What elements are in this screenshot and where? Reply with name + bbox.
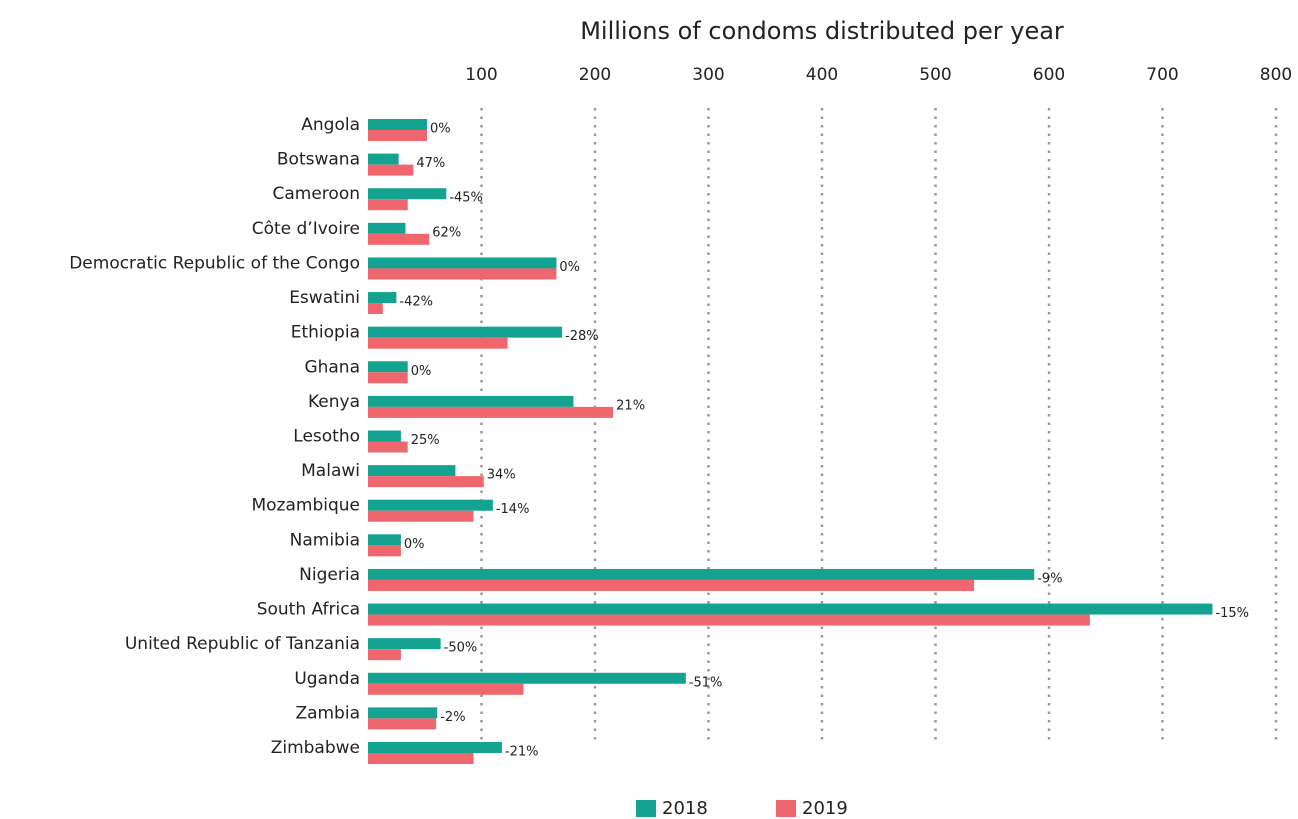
bar — [368, 510, 474, 522]
change-label: 0% — [404, 537, 425, 552]
y-tick-label: Angola — [301, 115, 360, 135]
y-tick-label: Zambia — [295, 703, 360, 723]
change-label: -42% — [399, 295, 433, 310]
y-tick-label: South Africa — [257, 600, 360, 620]
bar — [368, 742, 502, 753]
x-tick-label: 500 — [919, 65, 951, 85]
x-tick-label: 200 — [579, 65, 611, 85]
change-label: 0% — [430, 122, 451, 137]
x-tick-label: 400 — [806, 65, 838, 85]
y-tick-label: Ethiopia — [291, 323, 360, 343]
change-label: 21% — [616, 398, 645, 413]
bar — [368, 430, 401, 442]
change-label: -50% — [444, 641, 478, 656]
bar — [368, 303, 383, 315]
bar — [368, 337, 508, 349]
x-tick-label: 800 — [1260, 65, 1292, 85]
bar — [368, 222, 406, 234]
change-label: -28% — [565, 329, 599, 344]
bar — [368, 130, 428, 141]
bar — [368, 718, 437, 730]
bar — [368, 568, 1035, 580]
bar — [368, 441, 408, 453]
bar — [368, 361, 408, 373]
bar — [368, 372, 408, 384]
change-label: 0% — [559, 260, 580, 275]
bar — [368, 326, 563, 338]
bar — [368, 638, 441, 650]
bar — [368, 257, 557, 269]
bar — [368, 153, 399, 165]
bar — [368, 406, 614, 418]
bar — [368, 545, 401, 557]
bar — [368, 614, 1090, 626]
bar — [368, 649, 401, 661]
change-label: -15% — [1215, 606, 1249, 621]
bar — [368, 534, 401, 546]
y-tick-label: Namibia — [290, 530, 360, 550]
change-label: 0% — [411, 364, 432, 379]
change-label: 47% — [416, 156, 445, 171]
y-tick-label: Botswana — [277, 150, 360, 170]
y-tick-label: Cameroon — [273, 184, 361, 204]
bar — [368, 603, 1213, 615]
bar — [368, 499, 493, 511]
x-tick-label: 700 — [1146, 65, 1178, 85]
bar — [368, 188, 447, 200]
bar — [368, 292, 397, 304]
y-tick-label: Zimbabwe — [271, 738, 360, 758]
x-tick-label: 300 — [692, 65, 724, 85]
bar — [368, 672, 686, 684]
y-tick-label: United Republic of Tanzania — [125, 634, 360, 654]
legend-label: 2018 — [662, 798, 708, 819]
y-tick-label: Democratic Republic of the Congo — [69, 253, 360, 273]
bar — [368, 683, 524, 695]
chart-title: Millions of condoms distributed per year — [580, 17, 1064, 45]
x-tick-label: 100 — [465, 65, 497, 85]
legend-swatch — [776, 800, 796, 817]
bar — [368, 268, 557, 280]
bar — [368, 233, 430, 245]
change-label: -9% — [1037, 571, 1062, 586]
bar — [368, 579, 975, 591]
change-label: -51% — [689, 675, 723, 690]
change-label: -21% — [505, 745, 539, 760]
x-tick-label: 600 — [1033, 65, 1065, 85]
y-tick-label: Lesotho — [293, 427, 360, 447]
y-tick-label: Eswatini — [289, 288, 360, 308]
y-tick-label: Nigeria — [299, 565, 360, 585]
bar — [368, 753, 474, 764]
bar — [368, 119, 428, 130]
bar — [368, 164, 414, 176]
legend-label: 2019 — [802, 798, 848, 819]
change-label: -45% — [449, 191, 483, 206]
bar — [368, 476, 484, 488]
y-tick-label: Mozambique — [251, 496, 360, 516]
change-label: 34% — [487, 468, 516, 483]
y-tick-label: Malawi — [301, 461, 360, 481]
change-label: -2% — [440, 710, 465, 725]
change-label: 25% — [411, 433, 440, 448]
y-tick-label: Uganda — [294, 669, 360, 689]
bar — [368, 199, 408, 211]
y-tick-label: Ghana — [304, 357, 360, 377]
y-tick-label: Kenya — [308, 392, 360, 412]
change-label: -14% — [496, 502, 530, 517]
bar — [368, 707, 438, 719]
bar — [368, 395, 574, 407]
y-tick-label: Côte d’Ivoire — [252, 219, 360, 239]
change-label: 62% — [432, 225, 461, 240]
bar — [368, 465, 456, 477]
legend-swatch — [636, 800, 656, 817]
